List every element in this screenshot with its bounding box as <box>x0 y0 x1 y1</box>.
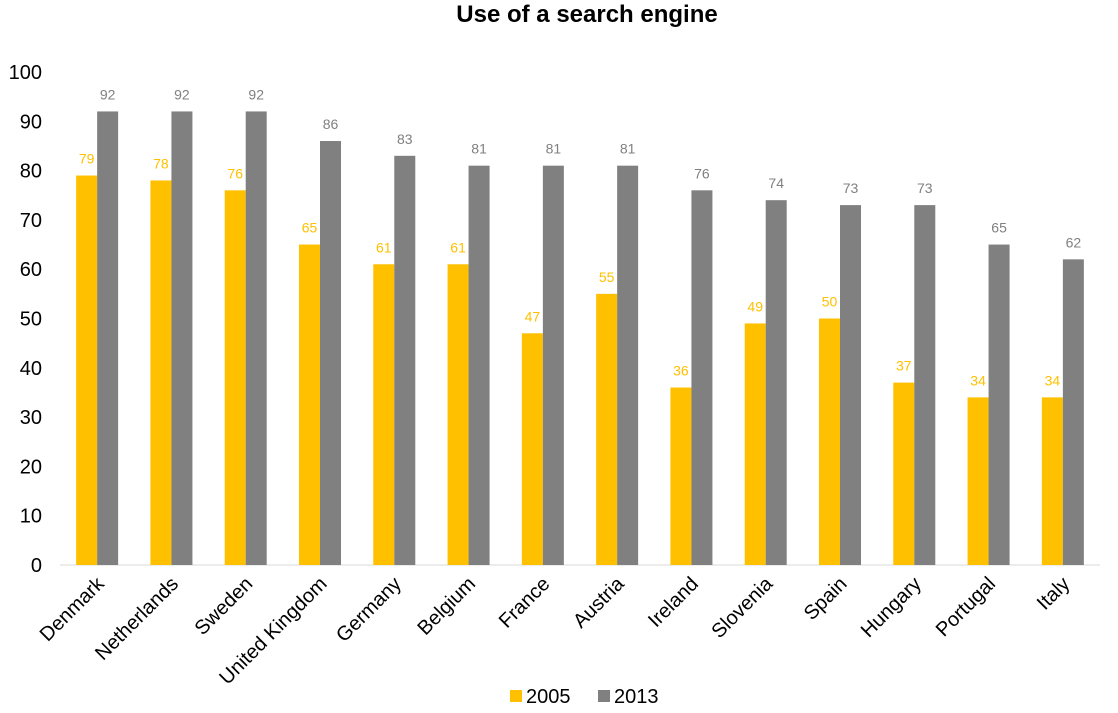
bar-2005-united-kingdom <box>299 244 320 566</box>
data-label-2005: 49 <box>747 298 763 314</box>
bar-2005-belgium <box>447 264 469 565</box>
bar-2013-portugal <box>988 244 1010 566</box>
x-tick-label: Belgium <box>413 573 480 640</box>
data-label-2005: 78 <box>153 155 169 171</box>
bar-2005-slovenia <box>744 323 766 565</box>
data-label-2013: 62 <box>1066 234 1082 250</box>
data-label-2005: 61 <box>376 239 392 255</box>
bar-2013-hungary <box>914 205 936 566</box>
bar-2013-austria <box>617 165 639 566</box>
bar-2013-belgium <box>468 165 490 566</box>
bar-2013-germany <box>394 155 416 565</box>
bar-2005-italy <box>1041 397 1063 565</box>
x-tick-label: Slovenia <box>707 572 777 642</box>
data-labels-group: 79 92 78 92 76 92 65 86 61 83 61 81 47 81 55 81 36 76 49 74… <box>79 86 1082 388</box>
y-tick-label: 30 <box>20 407 42 429</box>
data-label-2013: 73 <box>917 180 933 196</box>
bar-2013-ireland <box>691 190 713 565</box>
y-tick-label: 70 <box>20 210 42 232</box>
y-tick-label: 100 <box>9 62 42 84</box>
x-tick-label: Spain <box>800 573 852 625</box>
bar-2005-france <box>521 333 543 565</box>
x-tick-label: France <box>495 573 555 633</box>
data-label-2005: 61 <box>450 239 466 255</box>
x-tick-label: Ireland <box>644 573 703 632</box>
x-tick-label: Portugal <box>932 573 1000 641</box>
bar-2013-spain <box>840 205 861 566</box>
data-label-2013: 73 <box>843 180 859 196</box>
bar-2013-united-kingdom <box>320 141 341 565</box>
y-tick-label: 0 <box>31 555 42 577</box>
data-label-2005: 34 <box>970 372 986 388</box>
y-axis: 0 10 20 30 40 50 60 70 80 90 100 <box>9 62 42 577</box>
data-label-2013: 92 <box>174 86 190 102</box>
legend-swatch-2005 <box>510 690 522 702</box>
bar-2005-austria <box>596 293 618 565</box>
y-tick-label: 10 <box>20 506 42 528</box>
x-tick-label: Italy <box>1033 573 1074 614</box>
data-label-2013: 74 <box>768 175 784 191</box>
data-label-2013: 83 <box>397 131 413 147</box>
data-label-2005: 34 <box>1045 372 1061 388</box>
bar-2013-italy <box>1062 259 1084 565</box>
y-tick-label: 40 <box>20 358 42 380</box>
bar-2005-spain <box>819 318 840 565</box>
bar-2005-denmark <box>76 175 98 565</box>
legend-label-2013: 2013 <box>614 686 659 708</box>
bar-2005-sweden <box>224 190 246 565</box>
data-label-2005: 36 <box>673 363 689 379</box>
bar-2005-germany <box>373 264 395 565</box>
x-tick-label: Germany <box>332 573 406 647</box>
bar-2005-ireland <box>670 387 692 565</box>
legend-swatch-2013 <box>598 690 610 702</box>
data-label-2013: 81 <box>471 141 487 157</box>
data-label-2005: 47 <box>525 308 541 324</box>
x-tick-label: Austria <box>569 572 629 632</box>
bar-2013-france <box>542 165 564 566</box>
legend-label-2005: 2005 <box>526 686 571 708</box>
y-tick-label: 80 <box>20 161 42 183</box>
data-label-2005: 65 <box>302 220 318 236</box>
data-label-2013: 76 <box>694 165 710 181</box>
data-label-2013: 86 <box>323 116 339 132</box>
bar-2005-portugal <box>967 397 989 565</box>
data-label-2013: 65 <box>991 220 1007 236</box>
y-tick-label: 20 <box>20 456 42 478</box>
bar-2013-slovenia <box>765 200 787 565</box>
x-tick-label: Sweden <box>191 573 258 640</box>
x-tick-label: Hungary <box>857 573 926 642</box>
data-label-2013: 92 <box>100 86 116 102</box>
x-tick-label: Denmark <box>36 572 110 646</box>
y-tick-label: 50 <box>20 309 42 331</box>
data-label-2005: 37 <box>896 358 912 374</box>
data-label-2013: 92 <box>248 86 264 102</box>
data-label-2005: 50 <box>822 294 838 310</box>
y-tick-label: 90 <box>20 111 42 133</box>
data-label-2005: 55 <box>599 269 615 285</box>
data-label-2005: 79 <box>79 151 95 167</box>
data-label-2013: 81 <box>620 141 636 157</box>
bar-2013-netherlands <box>171 111 193 565</box>
data-label-2013: 81 <box>546 141 562 157</box>
bar-2013-sweden <box>245 111 267 565</box>
bar-2013-denmark <box>97 111 119 565</box>
bars-group <box>76 111 1084 566</box>
y-tick-label: 60 <box>20 259 42 281</box>
bar-2005-hungary <box>893 382 915 565</box>
legend: 2005 2013 <box>510 686 659 708</box>
bar-2005-netherlands <box>150 180 172 565</box>
data-label-2005: 76 <box>227 165 243 181</box>
chart-title: Use of a search engine <box>456 1 717 28</box>
